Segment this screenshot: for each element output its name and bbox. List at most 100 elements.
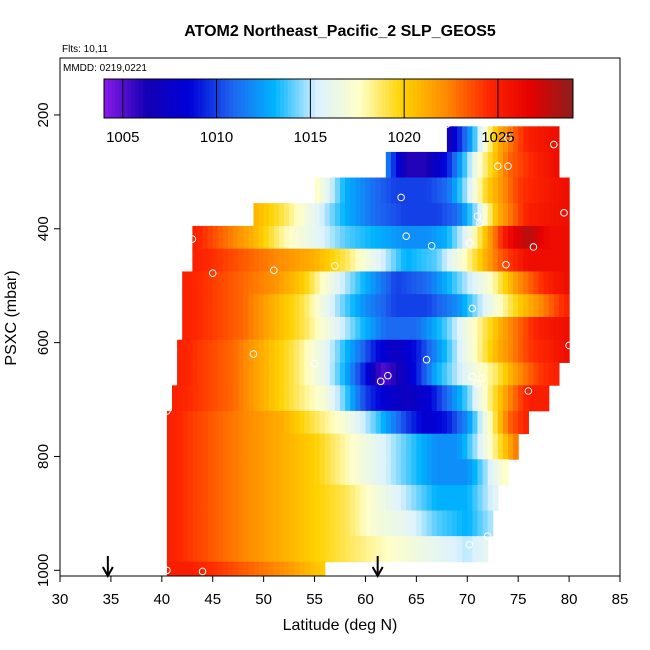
heatmap-cell bbox=[309, 339, 316, 363]
x-tick-label: 50 bbox=[255, 591, 272, 608]
heatmap-cell bbox=[426, 339, 433, 363]
heatmap-cell bbox=[197, 362, 204, 386]
heatmap-cell bbox=[396, 362, 402, 386]
heatmap-cell bbox=[217, 294, 224, 318]
colorbar-segment bbox=[256, 79, 261, 118]
heatmap-cell bbox=[197, 459, 204, 486]
heatmap-cell bbox=[553, 177, 560, 204]
heatmap-cell bbox=[487, 510, 494, 537]
heatmap-cell bbox=[172, 385, 178, 412]
heatmap-cell bbox=[436, 203, 443, 227]
heatmap-cell bbox=[324, 536, 331, 563]
heatmap-cell bbox=[228, 225, 234, 250]
heatmap-cell bbox=[233, 385, 239, 412]
heatmap-cell bbox=[426, 203, 433, 227]
heatmap-cell bbox=[177, 410, 183, 435]
heatmap-cell bbox=[457, 248, 463, 272]
heatmap-cell bbox=[268, 294, 275, 318]
heatmap-cell bbox=[268, 536, 275, 563]
heatmap-cell bbox=[314, 510, 321, 537]
heatmap-cell bbox=[543, 294, 550, 318]
colorbar-segment bbox=[565, 79, 570, 118]
heatmap-cell bbox=[375, 248, 382, 272]
heatmap-cell bbox=[548, 362, 555, 386]
heatmap-cell bbox=[513, 203, 519, 227]
heatmap-cell bbox=[441, 294, 448, 318]
heatmap-cell bbox=[177, 510, 183, 537]
heatmap-cell bbox=[452, 385, 458, 412]
heatmap-cell bbox=[446, 459, 453, 486]
heatmap-cell bbox=[309, 317, 316, 341]
heatmap-cell bbox=[340, 510, 346, 537]
heatmap-cell bbox=[238, 294, 244, 318]
heatmap-cell bbox=[513, 385, 519, 412]
heatmap-cell bbox=[406, 177, 412, 204]
heatmap-cell bbox=[401, 459, 407, 486]
heatmap-cell bbox=[457, 294, 463, 318]
heatmap-cell bbox=[309, 484, 316, 511]
heatmap-cell bbox=[350, 536, 356, 563]
colorbar-segment bbox=[322, 79, 328, 118]
colorbar-segment bbox=[408, 79, 414, 118]
heatmap-cell bbox=[304, 271, 311, 295]
heatmap-cell bbox=[278, 225, 285, 250]
heatmap-cell bbox=[431, 510, 438, 537]
heatmap-cell bbox=[304, 510, 311, 537]
heatmap-cell bbox=[284, 510, 290, 537]
heatmap-cell bbox=[222, 362, 229, 386]
heatmap-cell bbox=[452, 459, 458, 486]
heatmap-cell bbox=[436, 225, 443, 250]
heatmap-cell bbox=[431, 225, 438, 250]
heatmap-cell bbox=[502, 271, 509, 295]
heatmap-cell bbox=[446, 484, 453, 511]
heatmap-cell bbox=[253, 317, 260, 341]
heatmap-cell bbox=[289, 362, 295, 386]
heatmap-cell bbox=[278, 484, 285, 511]
heatmap-cell bbox=[558, 248, 565, 272]
heatmap-cell bbox=[441, 362, 448, 386]
heatmap-cell bbox=[523, 410, 529, 435]
heatmap-cell bbox=[212, 317, 219, 341]
heatmap-cell bbox=[228, 294, 234, 318]
heatmap-cell bbox=[508, 362, 514, 386]
heatmap-cell bbox=[329, 362, 336, 386]
heatmap-cell bbox=[502, 385, 509, 412]
observation-point bbox=[478, 374, 487, 382]
colorbar-segment bbox=[244, 79, 250, 118]
colorbar-segment bbox=[115, 79, 121, 118]
heatmap-cell bbox=[192, 362, 199, 386]
heatmap-cell bbox=[467, 433, 473, 460]
heatmap-cell bbox=[375, 294, 382, 318]
colorbar-segment bbox=[295, 79, 300, 118]
heatmap-cell bbox=[513, 225, 519, 250]
heatmap-cell bbox=[329, 177, 336, 204]
heatmap-cell bbox=[243, 294, 249, 318]
heatmap-cell bbox=[452, 177, 458, 204]
x-tick-label: 55 bbox=[306, 591, 323, 608]
heatmap-cell bbox=[268, 433, 275, 460]
colorbar-segment bbox=[526, 79, 531, 118]
heatmap-cell bbox=[406, 203, 412, 227]
heatmap-cell bbox=[304, 362, 311, 386]
heatmap-cell bbox=[233, 410, 239, 435]
heatmap-cell bbox=[497, 385, 504, 412]
observation-point bbox=[560, 209, 568, 217]
heatmap-cell bbox=[197, 339, 204, 363]
heatmap-cell bbox=[294, 339, 300, 363]
heatmap-cell bbox=[462, 362, 468, 386]
heatmap-cell bbox=[329, 459, 336, 486]
heatmap-cell bbox=[172, 433, 178, 460]
heatmap-cell bbox=[217, 510, 224, 537]
heatmap-cell bbox=[401, 484, 407, 511]
heatmap-cell bbox=[350, 294, 356, 318]
heatmap-cell bbox=[319, 225, 326, 250]
heatmap-cell bbox=[452, 510, 458, 537]
heatmap-cell bbox=[345, 317, 351, 341]
heatmap-cell bbox=[187, 433, 193, 460]
heatmap-cell bbox=[472, 410, 479, 435]
heatmap-cell bbox=[314, 225, 321, 250]
heatmap-cell bbox=[538, 177, 545, 204]
heatmap-cell bbox=[553, 203, 560, 227]
heatmap-cell bbox=[258, 203, 265, 227]
heatmap-cell bbox=[299, 294, 305, 318]
